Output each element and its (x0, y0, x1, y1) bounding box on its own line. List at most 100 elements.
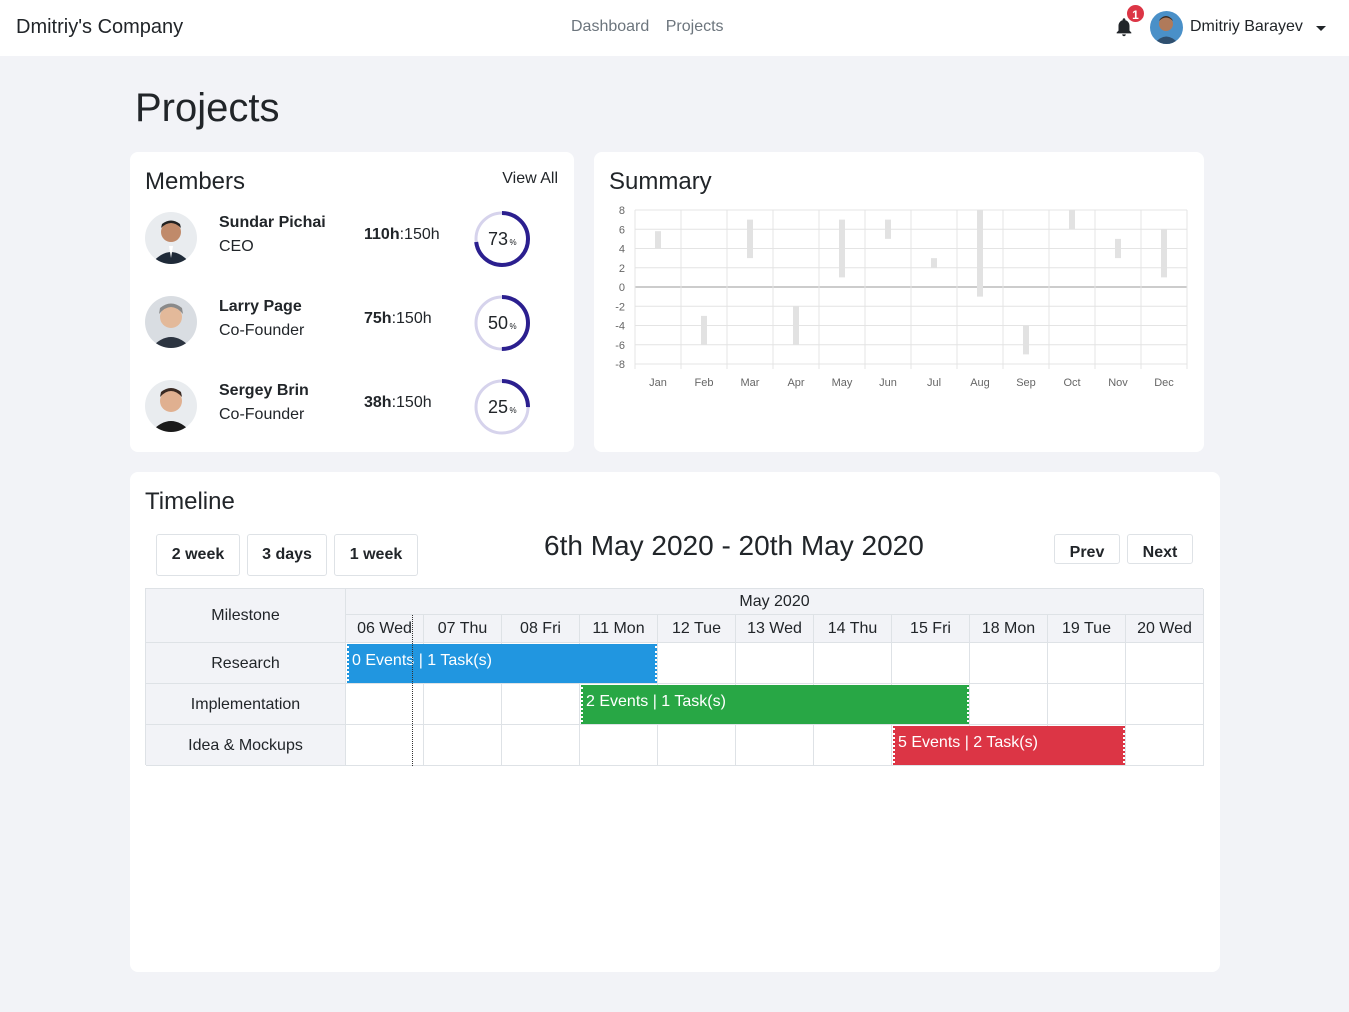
timeline-cell (658, 725, 736, 766)
view-all-link[interactable]: View All (502, 170, 558, 187)
timeline-bar-label: 0 Events | 1 Task(s) (352, 652, 492, 669)
x-tick-label: Jan (649, 377, 667, 389)
timeline-cell (814, 725, 892, 766)
member-name: Sergey Brin (219, 382, 309, 399)
bar-may (839, 219, 845, 278)
percent-sign: % (509, 322, 516, 331)
percent-sign: % (509, 238, 516, 247)
timeline-cell (1048, 725, 1126, 766)
timeline-title: Timeline (145, 488, 235, 515)
next-button[interactable]: Next (1127, 534, 1193, 564)
summary-chart: 8 6 4 2 0 -2 -4 -6 -8 Jan Feb Mar Apr May Jun Jul Aug Sep… (615, 205, 1188, 389)
date-range-title: 6th May 2020 - 20th May 2020 (544, 530, 924, 561)
timeline-cell (658, 643, 736, 684)
current-time-marker (412, 615, 413, 766)
chevron-down-icon[interactable] (1316, 26, 1326, 31)
nav-dashboard-link[interactable]: Dashboard (571, 18, 650, 35)
x-tick-label: Mar (741, 377, 760, 389)
milestone-row-label: Research (146, 643, 346, 684)
y-tick-label: -8 (615, 359, 625, 371)
day-header: 06 Wed (346, 615, 424, 643)
x-tick-label: Sep (1016, 377, 1036, 389)
progress-ring: 25 % (474, 379, 530, 435)
day-header: 11 Mon (580, 615, 658, 643)
timeline-bar-label: 5 Events | 2 Task(s) (898, 734, 1038, 751)
hours-used: 110h (364, 226, 400, 243)
resize-handle-left[interactable] (347, 646, 349, 681)
brand[interactable]: Dmitriy's Company (16, 16, 184, 38)
y-tick-label: 2 (619, 263, 625, 275)
y-tick-label: 6 (619, 224, 625, 236)
member-hours: 38h:150h (364, 394, 432, 412)
hours-total: :150h (391, 310, 432, 327)
prev-button[interactable]: Prev (1054, 534, 1120, 564)
bar-mar (747, 219, 753, 259)
x-tick-label: May (832, 377, 853, 389)
bar-dec (1161, 229, 1167, 278)
timeline-cell (892, 684, 970, 725)
timeline-bar[interactable]: 5 Events | 2 Task(s) (893, 726, 1125, 765)
progress-ring-fill (474, 211, 530, 267)
summary-card: Summary 8 6 4 2 0 -2 -4 -6 -8 Jan Feb Mar Apr May Jun J… (594, 152, 1204, 452)
day-header: 07 Thu (424, 615, 502, 643)
bar-sep (1023, 325, 1029, 355)
bell-icon[interactable] (1113, 16, 1135, 38)
progress-percent: 50 (488, 313, 508, 333)
y-tick-label: -2 (615, 301, 625, 313)
member-name: Sundar Pichai (219, 214, 326, 231)
milestone-row-label: Idea & Mockups (146, 725, 346, 766)
hours-used: 75h (364, 310, 392, 327)
x-tick-label: Nov (1108, 377, 1128, 389)
progress-ring: 50 % (474, 295, 530, 351)
resize-handle-right[interactable] (1123, 728, 1125, 763)
members-title: Members (145, 168, 246, 195)
timeline-card: Timeline 2 week 3 days 1 week 6th May 20… (130, 472, 1220, 972)
milestone-header: Milestone (146, 589, 346, 643)
avatar (145, 380, 197, 432)
member-role: Co-Founder (219, 322, 305, 339)
three-days-button[interactable]: 3 days (247, 534, 327, 576)
avatar (145, 212, 197, 264)
nav-projects-link[interactable]: Projects (665, 18, 724, 35)
day-header: 14 Thu (814, 615, 892, 643)
user-name[interactable]: Dmitriy Barayev (1190, 18, 1303, 35)
timeline-cell (1048, 643, 1126, 684)
day-header: 18 Mon (970, 615, 1048, 643)
members-card: Members View All Sundar Pichai CEO 110h:… (130, 152, 574, 452)
page-title: Projects (135, 86, 280, 130)
x-tick-label: Jun (879, 377, 897, 389)
bar-oct (1069, 210, 1075, 230)
timeline-grid: Milestone May 2020 06 Wed 07 Thu 08 Fri 11 Mo… (145, 588, 1204, 766)
day-header: 19 Tue (1048, 615, 1126, 643)
x-tick-label: Dec (1154, 377, 1174, 389)
timeline-bar[interactable]: 2 Events | 1 Task(s) (581, 685, 969, 724)
member-hours: 110h:150h (364, 226, 440, 244)
hours-used: 38h (364, 394, 392, 411)
day-header: 12 Tue (658, 615, 736, 643)
timeline-bar-label: 2 Events | 1 Task(s) (586, 693, 726, 710)
hours-total: :150h (391, 394, 432, 411)
timeline-bar[interactable]: 0 Events | 1 Task(s) (347, 644, 657, 683)
y-tick-label: -6 (615, 340, 625, 352)
timeline-cell (970, 643, 1048, 684)
resize-handle-left[interactable] (893, 728, 895, 763)
hours-total: :150h (399, 226, 440, 243)
resize-handle-left[interactable] (581, 687, 583, 722)
avatar (145, 296, 197, 348)
resize-handle-right[interactable] (655, 646, 657, 681)
x-tick-label: Apr (787, 377, 804, 389)
timeline-cell (346, 725, 424, 766)
timeline-cell (424, 684, 502, 725)
user-avatar[interactable] (1150, 11, 1183, 44)
bar-jul (931, 258, 937, 268)
x-tick-label: Feb (695, 377, 714, 389)
one-week-button[interactable]: 1 week (334, 534, 418, 576)
bar-jun (885, 219, 891, 239)
member-name: Larry Page (219, 298, 302, 315)
progress-percent: 25 (488, 397, 508, 417)
day-header: 13 Wed (736, 615, 814, 643)
day-header: 15 Fri (892, 615, 970, 643)
bar-nov (1115, 238, 1121, 259)
resize-handle-right[interactable] (967, 687, 969, 722)
two-week-button[interactable]: 2 week (156, 534, 240, 576)
